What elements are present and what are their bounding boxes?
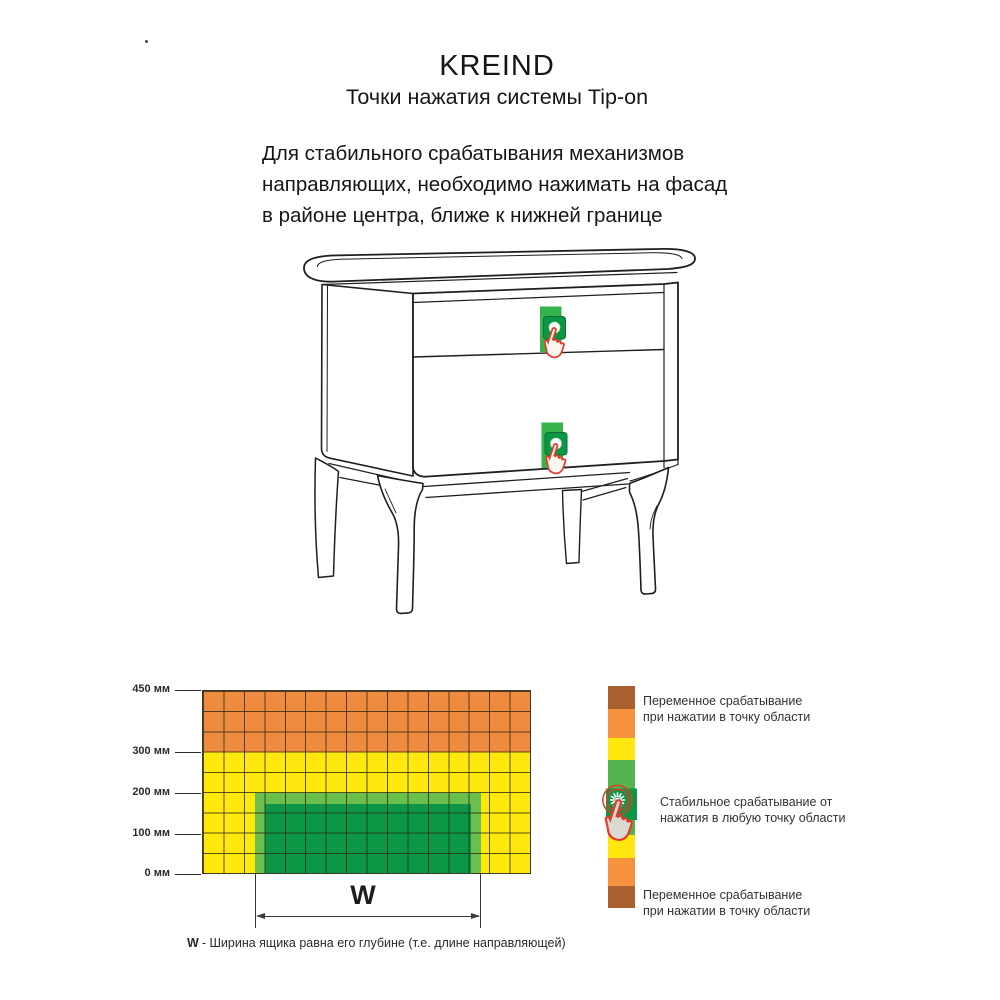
legend-item-line: при нажатии в точку области bbox=[643, 903, 811, 918]
w-dimension-arrow bbox=[258, 916, 479, 917]
press-zone-grid bbox=[202, 690, 531, 874]
intro-line-3: в районе центра, ближе к нижней границе bbox=[262, 204, 663, 227]
side-panel bbox=[320, 283, 414, 477]
intro-line-2: направляющих, необходимо нажимать на фас… bbox=[262, 173, 728, 196]
intro-line-1: Для стабильного срабатывания механизмов bbox=[262, 142, 685, 165]
intro-paragraph: Для стабильного срабатывания механизмов … bbox=[262, 138, 727, 231]
axis-tick-450 bbox=[175, 690, 201, 691]
legend-bar-brown-bottom bbox=[608, 886, 635, 908]
leg-front-left bbox=[376, 474, 424, 615]
axis-label-0: 0 мм bbox=[144, 867, 170, 879]
legend-bar-orange-bottom bbox=[608, 858, 635, 886]
w-caption: W- Ширина ящика равна его глубине (т.е. … bbox=[187, 936, 566, 950]
cabinet-body bbox=[412, 281, 679, 478]
w-caption-text: - Ширина ящика равна его глубине (т.е. д… bbox=[201, 936, 566, 950]
axis-label-100: 100 мм bbox=[132, 827, 170, 839]
grid-lines bbox=[203, 691, 530, 873]
axis-label-200: 200 мм bbox=[132, 786, 170, 798]
drawer-divider bbox=[412, 348, 665, 358]
axis-label-450: 450 мм bbox=[132, 683, 170, 695]
legend-bar-orange-top bbox=[608, 709, 635, 738]
legend-item-variable-bottom: Переменное срабатывание при нажатии в то… bbox=[643, 888, 873, 919]
leg-back-left bbox=[314, 457, 340, 579]
legend-bar-yellow-top bbox=[608, 738, 635, 760]
legend-item-stable: Стабильное срабатывание от нажатия в люб… bbox=[660, 795, 890, 826]
axis-tick-100 bbox=[175, 834, 201, 835]
w-label: W bbox=[350, 880, 376, 910]
leg-back-right bbox=[561, 488, 583, 565]
w-extension-line-left bbox=[255, 874, 256, 928]
w-arrowhead-right bbox=[471, 913, 480, 919]
legend-item-line: при нажатии в точку области bbox=[643, 709, 811, 724]
tabletop bbox=[303, 247, 696, 283]
nightstand-drawing bbox=[303, 247, 696, 615]
axis-tick-300 bbox=[175, 752, 201, 753]
brand-title: KREIND bbox=[439, 50, 555, 82]
legend-bar-brown-top bbox=[608, 686, 635, 709]
axis-label-300: 300 мм bbox=[132, 745, 170, 757]
legend-item-line: нажатия в любую точку области bbox=[660, 810, 846, 825]
legend-bar-yellow-bottom bbox=[608, 835, 635, 858]
w-arrowhead-left bbox=[256, 913, 265, 919]
w-caption-term: W bbox=[187, 936, 199, 950]
legend-item-line: Стабильное срабатывание от bbox=[660, 795, 833, 809]
press-hand-icon-legend bbox=[599, 784, 639, 844]
stray-dot bbox=[145, 40, 148, 43]
legend-item-line: Переменное срабатывание bbox=[643, 694, 803, 708]
axis-tick-0 bbox=[175, 874, 201, 875]
axis-tick-200 bbox=[175, 793, 201, 794]
legend-item-line: Переменное срабатывание bbox=[643, 888, 803, 902]
page-subtitle: Точки нажатия системы Tip-on bbox=[345, 85, 649, 109]
leg-front-right bbox=[628, 466, 670, 595]
w-extension-line-right bbox=[480, 874, 481, 928]
legend-item-variable-top: Переменное срабатывание при нажатии в то… bbox=[643, 694, 873, 725]
